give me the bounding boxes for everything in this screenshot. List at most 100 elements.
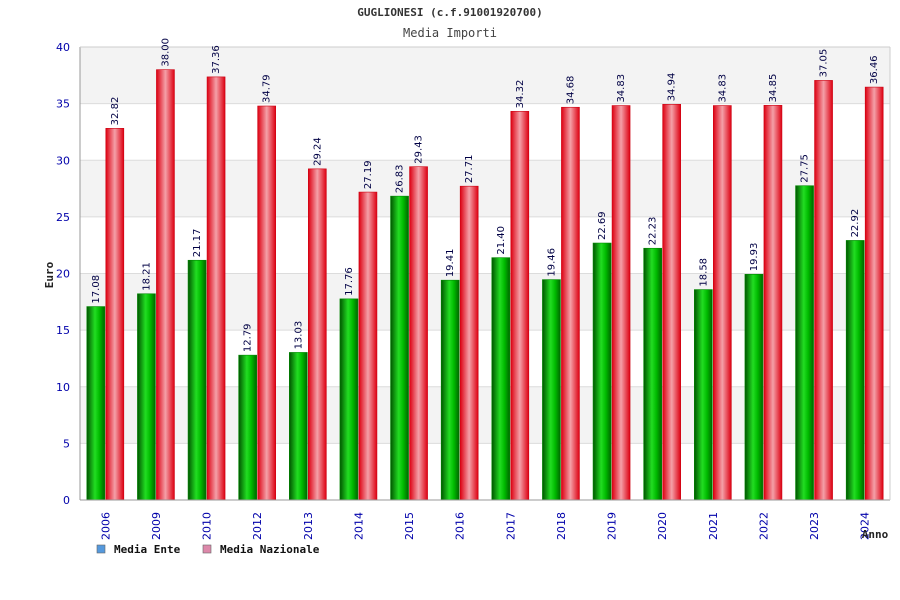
y-tick-label: 25: [56, 211, 70, 224]
data-label: 19.41: [445, 249, 456, 278]
axes: [79, 46, 891, 501]
x-tick-label: 2014: [352, 512, 365, 540]
bar-media-ente: [86, 306, 106, 501]
bar-media-ente: [542, 279, 561, 501]
x-tick-label: 2023: [808, 512, 821, 540]
data-label: 22.23: [648, 217, 659, 246]
bar-media-ente: [744, 273, 764, 501]
bar-media-ente: [289, 352, 308, 501]
bar-media-nazionale: [611, 105, 631, 501]
bar-media-nazionale: [459, 185, 479, 501]
data-labels: 17.08 32.82 18.21 38.00 21.17 37.36 12.79 34.79…: [91, 38, 880, 352]
data-label: 36.46: [869, 55, 880, 84]
y-tick-labels: 0 5 10 15 20 25 30 35 40: [56, 41, 70, 507]
bar-media-ente: [694, 289, 713, 501]
data-label: 34.83: [717, 74, 728, 103]
chart-subtitle: Media Importi: [403, 26, 497, 40]
data-label: 27.19: [363, 160, 374, 189]
bar-media-ente: [643, 247, 662, 501]
data-label: 34.83: [616, 74, 627, 103]
bar-media-nazionale: [358, 191, 378, 501]
data-label: 18.58: [698, 258, 709, 287]
legend: Media Ente Media Nazionale: [96, 543, 320, 556]
x-tick-label: 2006: [99, 512, 112, 540]
bar-media-ente: [339, 298, 359, 501]
x-tick-label: 2017: [504, 512, 517, 540]
y-tick-label: 20: [56, 268, 70, 281]
x-tick-label: 2015: [403, 512, 416, 540]
bar-media-nazionale: [156, 69, 175, 501]
x-tick-label: 2022: [757, 512, 770, 540]
x-axis-label: Anno: [862, 528, 889, 541]
x-tick-label: 2020: [656, 512, 669, 540]
data-label: 19.46: [546, 248, 557, 277]
legend-label: Media Ente: [114, 543, 181, 556]
y-tick-label: 15: [56, 324, 70, 337]
data-label: 34.79: [262, 74, 273, 103]
data-label: 12.79: [243, 324, 254, 353]
bar-media-ente: [238, 354, 257, 501]
data-label: 19.93: [749, 243, 760, 272]
legend-swatch: [202, 544, 212, 554]
data-label: 22.69: [597, 211, 608, 240]
data-label: 13.03: [293, 321, 304, 350]
data-label: 29.24: [312, 137, 323, 166]
chart-title: GUGLIONESI (c.f.91001920700): [357, 6, 542, 19]
bar-media-ente: [592, 242, 612, 501]
bars: [86, 69, 884, 501]
data-label: 34.94: [667, 73, 678, 102]
legend-swatch: [96, 544, 106, 554]
data-label: 18.21: [141, 262, 152, 291]
data-label: 21.40: [496, 226, 507, 255]
bar-media-nazionale: [510, 111, 530, 501]
legend-label: Media Nazionale: [220, 543, 320, 556]
bar-media-nazionale: [561, 106, 580, 501]
x-tick-label: 2024: [859, 512, 872, 540]
x-tick-label: 2010: [201, 512, 214, 540]
y-tick-label: 0: [63, 494, 70, 507]
data-label: 17.76: [344, 267, 355, 296]
data-label: 34.32: [515, 80, 526, 109]
data-label: 37.05: [819, 49, 830, 78]
y-tick-label: 5: [63, 437, 70, 450]
data-label: 26.83: [395, 165, 406, 194]
x-tick-labels: 2006 2009 2010 2012 2013 2014 2015 2016 2017 2018…: [99, 512, 871, 540]
data-label: 22.92: [850, 209, 861, 238]
bar-media-nazionale: [763, 105, 783, 501]
x-tick-label: 2009: [150, 512, 163, 540]
x-tick-label: 2012: [251, 512, 264, 540]
y-tick-label: 35: [56, 98, 70, 111]
x-tick-label: 2019: [606, 512, 619, 540]
y-axis-label: Euro: [43, 261, 56, 288]
bar-media-ente: [795, 185, 814, 501]
bar-media-nazionale: [105, 128, 125, 501]
x-tick-label: 2013: [302, 512, 315, 540]
bar-media-nazionale: [864, 86, 884, 501]
data-label: 21.17: [192, 229, 203, 258]
y-tick-label: 30: [56, 154, 70, 167]
bar-media-ente: [187, 259, 207, 501]
x-tick-label: 2021: [707, 512, 720, 540]
bar-media-nazionale: [409, 166, 428, 501]
data-label: 32.82: [110, 97, 121, 126]
x-tick-label: 2016: [454, 512, 467, 540]
bar-media-nazionale: [713, 105, 732, 501]
bar-media-ente: [137, 293, 156, 501]
data-label: 34.68: [565, 76, 576, 105]
bar-media-ente: [390, 195, 409, 501]
bar-media-nazionale: [308, 168, 327, 501]
bar-media-ente: [845, 240, 865, 501]
data-label: 38.00: [160, 38, 171, 67]
bar-media-ente: [491, 257, 511, 501]
data-label: 27.75: [800, 154, 811, 183]
bar-media-ente: [440, 279, 460, 501]
data-label: 17.08: [91, 275, 102, 304]
bar-media-nazionale: [814, 80, 833, 501]
bar-media-nazionale: [662, 104, 681, 501]
data-label: 34.85: [768, 74, 779, 103]
x-tick-label: 2018: [555, 512, 568, 540]
y-tick-label: 40: [56, 41, 70, 54]
data-label: 37.36: [211, 45, 222, 74]
bar-media-nazionale: [206, 76, 226, 501]
